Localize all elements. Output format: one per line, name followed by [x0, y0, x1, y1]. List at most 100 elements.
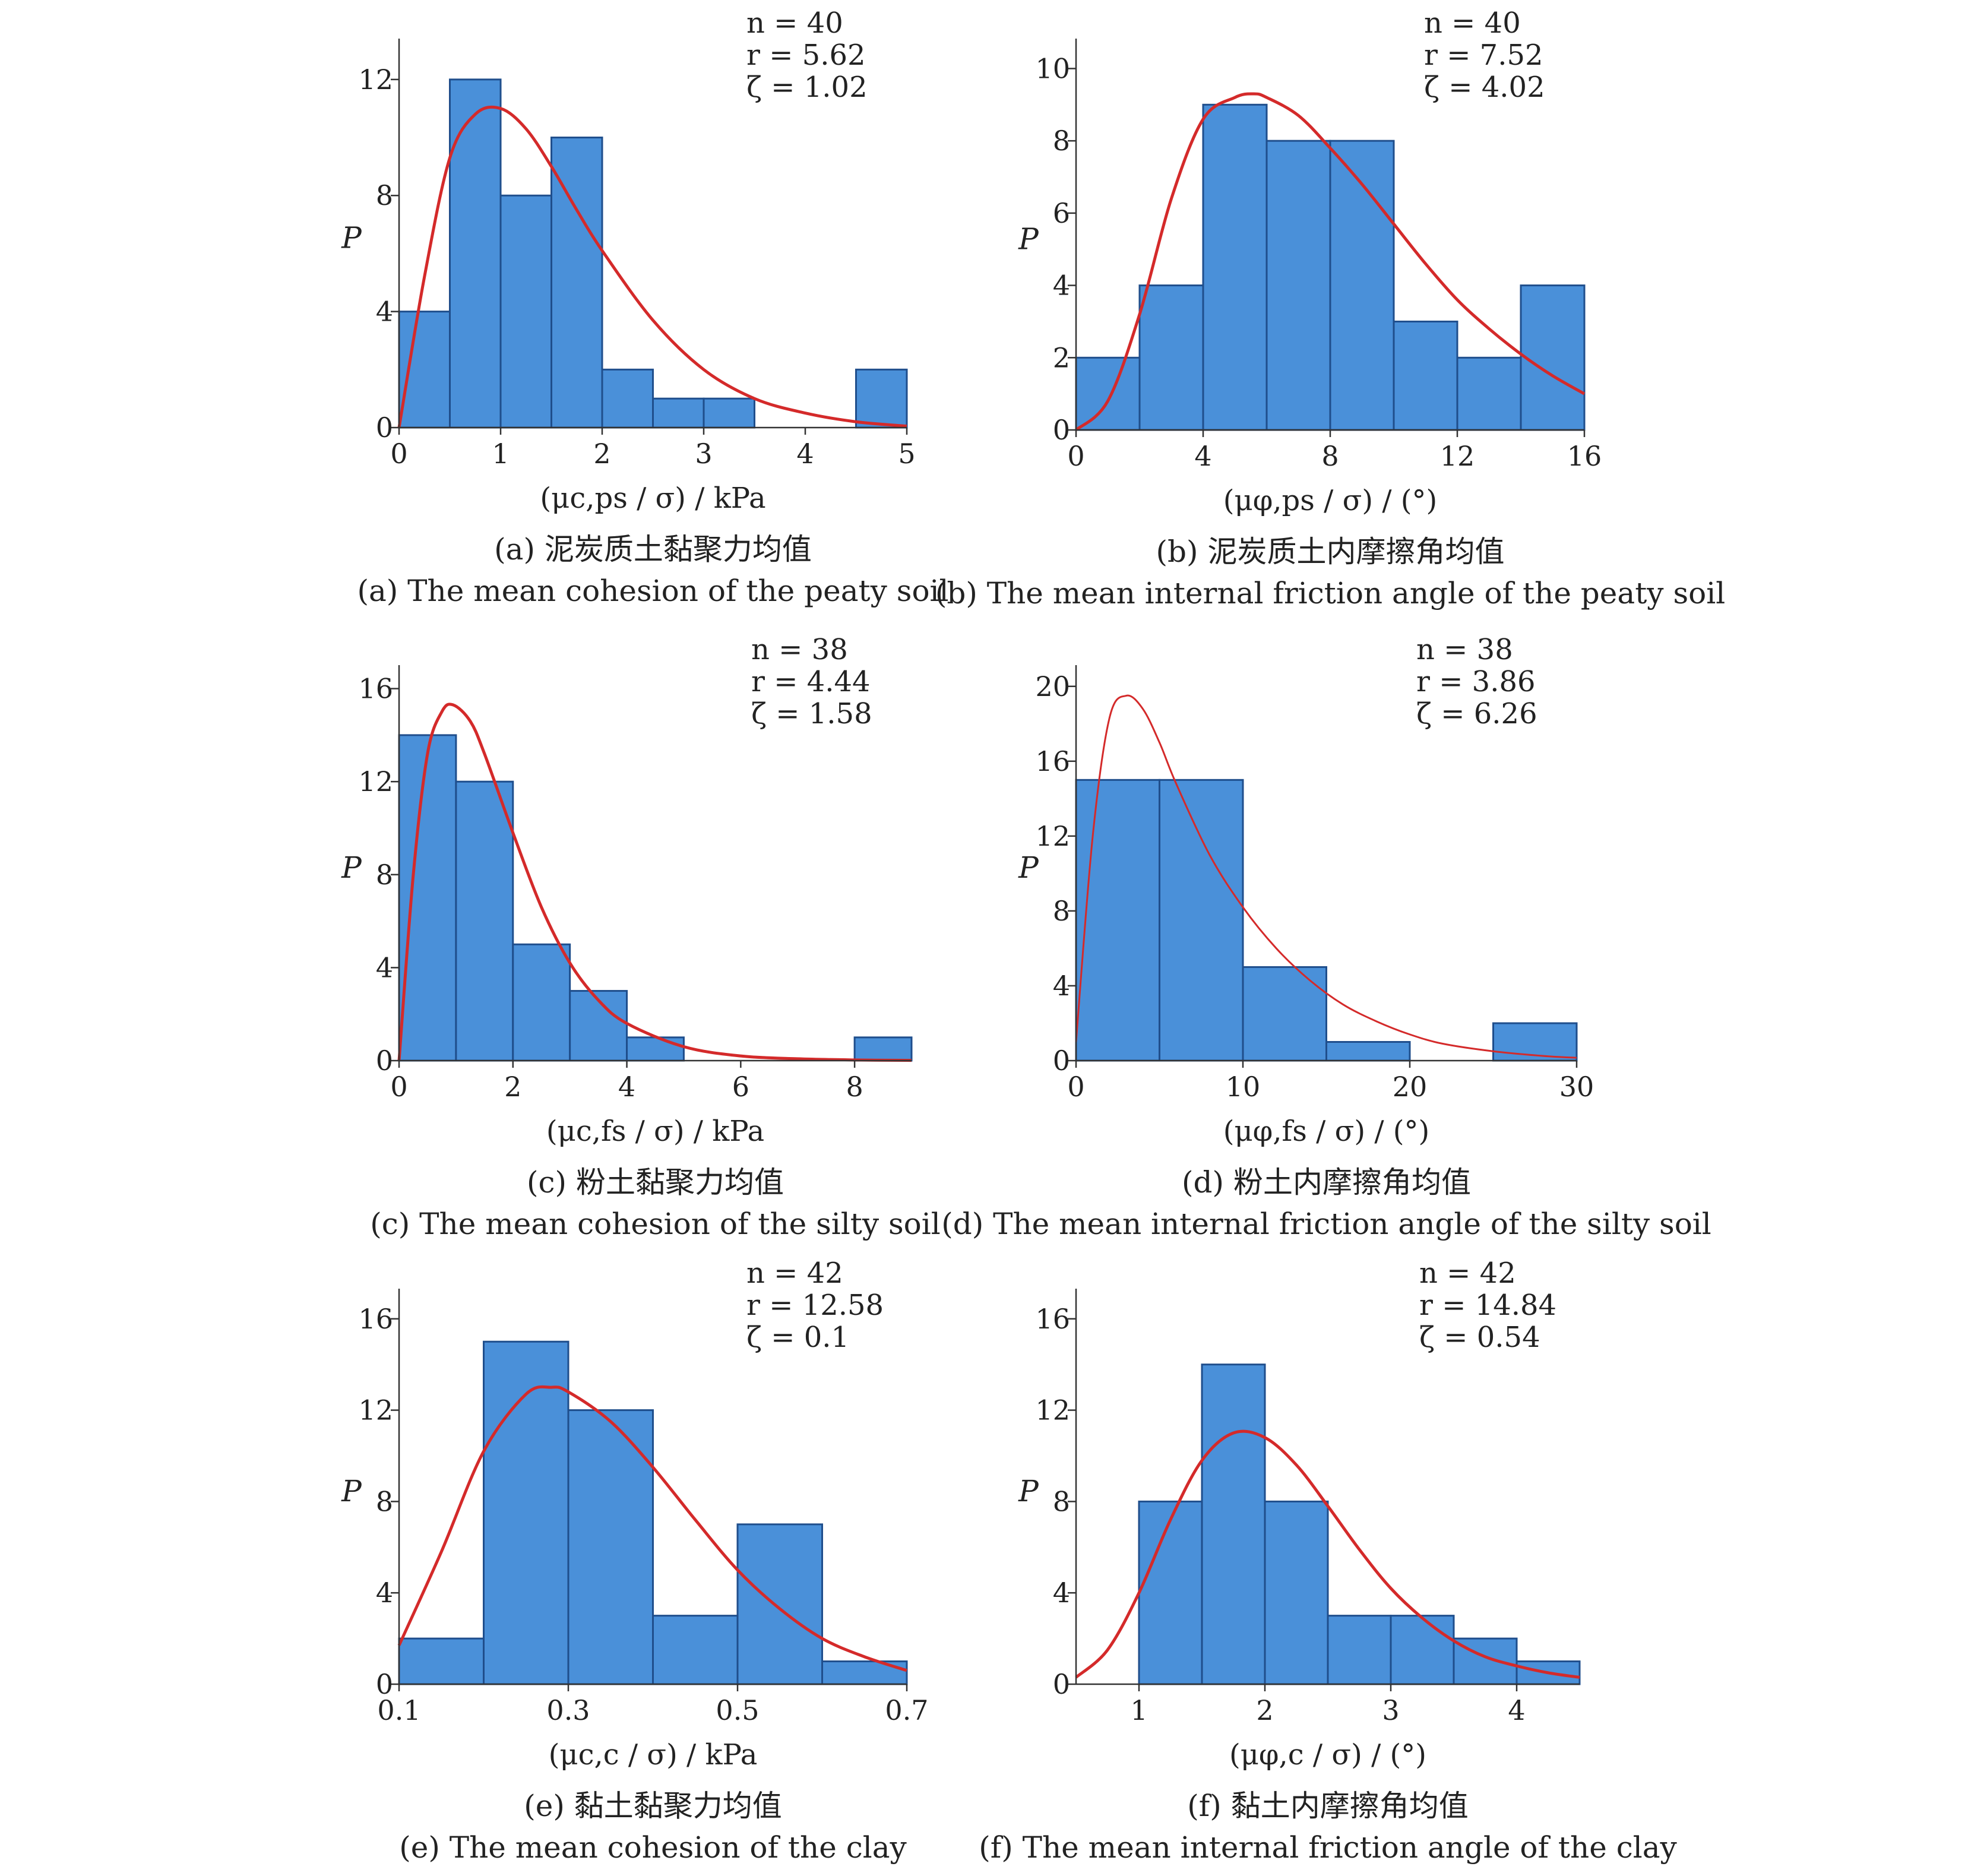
histogram-bar: [512, 943, 571, 1062]
histogram-bar: [1390, 1615, 1455, 1685]
stat-annotation: n = 42: [1419, 1257, 1516, 1290]
histogram-bar: [398, 311, 451, 429]
y-tick-label: 16: [1035, 1303, 1070, 1335]
caption-english: (b) The mean internal friction angle of …: [935, 576, 1725, 610]
histogram-bar: [1327, 1615, 1392, 1685]
x-tick-label: 6: [732, 1071, 749, 1103]
y-axis-symbol: P: [1018, 222, 1039, 257]
y-tick-label: 6: [1053, 197, 1070, 229]
histogram-bar: [550, 137, 603, 429]
y-tick-label: 16: [1035, 745, 1070, 777]
histogram-bar: [1456, 356, 1522, 431]
x-tick-label: 12: [1440, 440, 1475, 472]
caption-english: (a) The mean cohesion of the peaty soil: [357, 574, 948, 608]
y-tick-label: 8: [376, 179, 393, 211]
fit-curve-line: [397, 105, 907, 428]
histogram-bar: [1520, 284, 1586, 431]
y-axis-symbol: P: [341, 850, 362, 885]
x-tick-label: 2: [504, 1071, 521, 1103]
histogram-bar: [821, 1660, 908, 1685]
x-tick-label: 0.5: [716, 1694, 759, 1726]
histogram-bar: [1242, 966, 1327, 1062]
x-tick-label: 4: [796, 438, 814, 470]
histogram-bar: [1325, 1040, 1411, 1062]
y-tick-label: 12: [358, 64, 393, 96]
histogram-bar: [1265, 140, 1331, 431]
histogram-bar: [1138, 1500, 1203, 1685]
y-axis-symbol: P: [1018, 850, 1039, 885]
y-tick-label: 8: [1053, 895, 1070, 927]
y-tick-label: 4: [1053, 270, 1070, 302]
y-tick-label: 0: [376, 1045, 393, 1077]
y-tick-label: 8: [376, 859, 393, 891]
x-tick-label: 5: [898, 438, 915, 470]
histogram-bar: [1075, 356, 1141, 431]
x-tick-label: 3: [1382, 1694, 1399, 1726]
x-tick-label: 0: [1067, 440, 1084, 472]
y-tick-label: 10: [1035, 52, 1070, 84]
y-tick-label: 20: [1035, 670, 1070, 703]
stat-annotation: n = 38: [751, 633, 848, 666]
stat-annotation: r = 4.44: [751, 665, 871, 698]
x-tick-label: 8: [1321, 440, 1339, 472]
x-tick-label: 4: [618, 1071, 635, 1103]
histogram-bar: [499, 194, 552, 429]
caption-chinese: (c) 粉土黏聚力均值: [527, 1165, 784, 1200]
x-tick-label: 0: [390, 1071, 407, 1103]
histogram-bar: [1201, 1363, 1266, 1685]
histogram-bar: [652, 397, 705, 429]
x-tick-label: 30: [1559, 1071, 1594, 1103]
y-tick-label: 4: [376, 951, 393, 983]
x-axis-label: (μφ,fs / σ) / (°): [1223, 1115, 1430, 1148]
y-tick-label: 0: [1053, 1668, 1070, 1700]
histogram-bar: [652, 1615, 739, 1685]
fit-curve-line: [397, 1385, 907, 1672]
histogram-bar: [626, 1036, 685, 1062]
y-axis-symbol: P: [341, 1474, 362, 1508]
histogram-bar: [1393, 320, 1458, 431]
caption-chinese: (b) 泥炭质土内摩擦角均值: [1156, 534, 1505, 569]
stat-annotation: ζ = 0.1: [746, 1321, 849, 1354]
y-tick-label: 0: [376, 412, 393, 444]
y-tick-label: 8: [376, 1485, 393, 1517]
y-tick-label: 4: [376, 296, 393, 328]
fit-curve-line: [1075, 694, 1577, 1059]
stat-annotation: ζ = 4.02: [1424, 71, 1545, 104]
fit-curve-line: [397, 703, 912, 1062]
fit-curve-line: [1075, 92, 1586, 431]
x-tick-label: 1: [1130, 1694, 1147, 1726]
histogram-bar: [855, 368, 908, 429]
y-tick-label: 2: [1053, 341, 1070, 374]
histogram-bar: [455, 780, 514, 1062]
caption-english: (d) The mean internal friction angle of …: [941, 1207, 1711, 1241]
stat-annotation: n = 40: [746, 7, 843, 40]
y-tick-label: 12: [358, 1394, 393, 1426]
x-tick-label: 0: [1067, 1071, 1084, 1103]
y-tick-label: 16: [358, 1303, 393, 1335]
x-tick-label: 4: [1508, 1694, 1525, 1726]
x-tick-label: 8: [846, 1071, 863, 1103]
histogram-bar: [736, 1523, 823, 1685]
y-tick-label: 16: [358, 673, 393, 705]
y-tick-label: 12: [1035, 1394, 1070, 1426]
histogram-bar: [1264, 1500, 1329, 1685]
caption-chinese: (e) 黏土黏聚力均值: [524, 1789, 782, 1823]
y-axis-symbol: P: [341, 221, 362, 255]
x-tick-label: 1: [492, 438, 509, 470]
histogram-bar: [483, 1340, 569, 1685]
x-tick-label: 0.3: [546, 1694, 590, 1726]
stat-annotation: ζ = 1.58: [751, 697, 872, 730]
stat-annotation: ζ = 6.26: [1416, 697, 1537, 730]
caption-english: (c) The mean cohesion of the silty soil: [370, 1207, 941, 1241]
chart-panel-b: 0 2 4 6 8 10 0 4 8 12 16 P (μφ,ps / σ) / (°) n = 40r …: [935, 7, 1725, 610]
y-tick-label: 12: [1035, 820, 1070, 852]
caption-english: (f) The mean internal friction angle of …: [979, 1830, 1677, 1865]
histogram-bar: [853, 1036, 913, 1062]
histogram-bar: [449, 78, 502, 429]
histogram-bar: [601, 368, 654, 429]
histogram-bar: [1075, 779, 1160, 1062]
y-tick-label: 4: [376, 1577, 393, 1609]
